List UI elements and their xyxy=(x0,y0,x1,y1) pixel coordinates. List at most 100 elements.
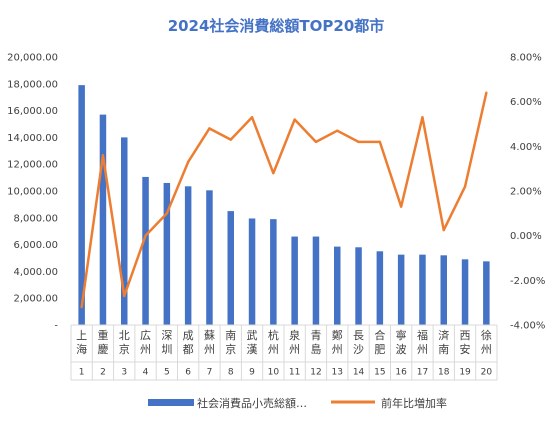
category-label: 深圳 xyxy=(161,329,172,356)
category-char: 京 xyxy=(119,342,130,356)
line-point xyxy=(80,305,83,309)
category-label: 福州 xyxy=(417,328,428,356)
category-char: 州 xyxy=(417,343,428,356)
rank-label: 2 xyxy=(100,368,106,378)
category-char: 西 xyxy=(460,329,471,342)
category-label: 南京 xyxy=(225,329,236,356)
rank-label: 15 xyxy=(374,368,385,378)
rank-label: 12 xyxy=(310,368,321,378)
category-char: 波 xyxy=(396,343,407,356)
category-char: 島 xyxy=(310,342,321,356)
category-label: 長沙 xyxy=(353,329,364,356)
category-label: 西安 xyxy=(460,329,471,356)
bar xyxy=(355,247,362,325)
line-point xyxy=(272,171,275,175)
line-point xyxy=(208,127,211,130)
rank-label: 19 xyxy=(459,368,471,378)
left-tick-label: 14,000.00 xyxy=(7,133,58,144)
category-label: 重慶 xyxy=(97,328,108,356)
bar xyxy=(419,254,426,325)
line-point xyxy=(485,91,488,94)
category-char: 青 xyxy=(310,329,321,342)
rank-label: 1 xyxy=(79,368,85,378)
line-point xyxy=(442,228,445,232)
right-tick-label: -2.00% xyxy=(510,276,545,287)
bar xyxy=(78,85,85,325)
line-point xyxy=(165,212,169,215)
bar xyxy=(483,261,490,325)
category-label: 済南 xyxy=(438,328,449,356)
category-char: 都 xyxy=(183,343,194,356)
category-char: 寧 xyxy=(396,328,407,342)
bar xyxy=(227,211,234,325)
category-char: 北 xyxy=(119,329,130,342)
category-char: 長 xyxy=(353,329,364,342)
line-point xyxy=(421,116,424,119)
bar xyxy=(121,137,128,325)
category-char: 蘇 xyxy=(204,329,215,342)
bar xyxy=(206,190,213,325)
line-point xyxy=(378,140,382,144)
left-tick-label: 4,000.00 xyxy=(13,267,58,278)
legend-bar-label: 社会消費品小売総額… xyxy=(197,396,307,410)
category-char: 成 xyxy=(183,329,194,342)
category-char: 州 xyxy=(140,343,151,356)
category-char: 州 xyxy=(204,343,215,356)
left-tick-label: 2,000.00 xyxy=(13,294,58,305)
category-char: 沙 xyxy=(353,343,364,356)
bar xyxy=(163,182,171,325)
rank-label: 10 xyxy=(268,368,280,378)
line-point xyxy=(357,140,360,144)
line-point xyxy=(229,138,232,141)
category-label: 成都 xyxy=(183,329,194,356)
category-char: 州 xyxy=(481,343,492,356)
category-char: 慶 xyxy=(97,342,108,356)
category-label: 上海 xyxy=(76,329,87,356)
bar-series xyxy=(78,85,490,326)
legend: 社会消費品小売総額… 前年比増加率 xyxy=(148,396,447,410)
right-tick-label: 6.00% xyxy=(510,97,542,108)
left-tick-label: 18,000.00 xyxy=(7,79,58,90)
category-char: 南 xyxy=(438,343,449,356)
rank-label: 6 xyxy=(185,368,191,378)
rank-label: 8 xyxy=(228,368,234,378)
left-axis: - 2,000.00 4,000.00 6,000.00 8,000.00 10,000.… xyxy=(7,53,58,332)
category-char: 重 xyxy=(97,328,108,342)
category-char: 上 xyxy=(76,329,87,342)
legend-line-label: 前年比増加率 xyxy=(381,396,447,410)
line-point xyxy=(186,160,190,164)
category-char: 州 xyxy=(332,343,343,356)
rank-label: 18 xyxy=(438,368,450,378)
category-char: 南 xyxy=(225,329,236,342)
bar xyxy=(142,176,149,325)
category-label: 泉州 xyxy=(289,328,300,356)
left-tick-label: 6,000.00 xyxy=(13,240,58,251)
category-char: 福 xyxy=(417,328,428,342)
right-tick-label: 0.00% xyxy=(510,231,542,242)
line-series xyxy=(80,91,488,309)
bar xyxy=(99,114,107,326)
line-point xyxy=(144,234,147,237)
category-char: 泉 xyxy=(289,328,300,342)
line-point xyxy=(123,294,126,298)
category-char: 徐 xyxy=(481,328,492,342)
bar xyxy=(334,246,341,325)
line-point xyxy=(314,140,318,144)
category-char: 安 xyxy=(460,342,471,356)
growth-line xyxy=(80,92,488,308)
line-point xyxy=(293,118,296,121)
rank-label: 7 xyxy=(207,368,213,378)
category-char: 州 xyxy=(268,343,279,356)
right-tick-label: 2.00% xyxy=(510,187,542,198)
bar xyxy=(312,236,320,325)
category-label: 広州 xyxy=(140,329,151,356)
category-char: 肥 xyxy=(374,343,385,356)
category-label: 寧波 xyxy=(396,328,407,356)
category-char: 合 xyxy=(374,328,385,342)
category-label: 武漢 xyxy=(247,329,258,356)
category-char: 鄭 xyxy=(332,328,343,342)
right-tick-label: -4.00% xyxy=(510,321,545,332)
category-char: 済 xyxy=(438,328,449,342)
category-char: 圳 xyxy=(161,343,172,356)
